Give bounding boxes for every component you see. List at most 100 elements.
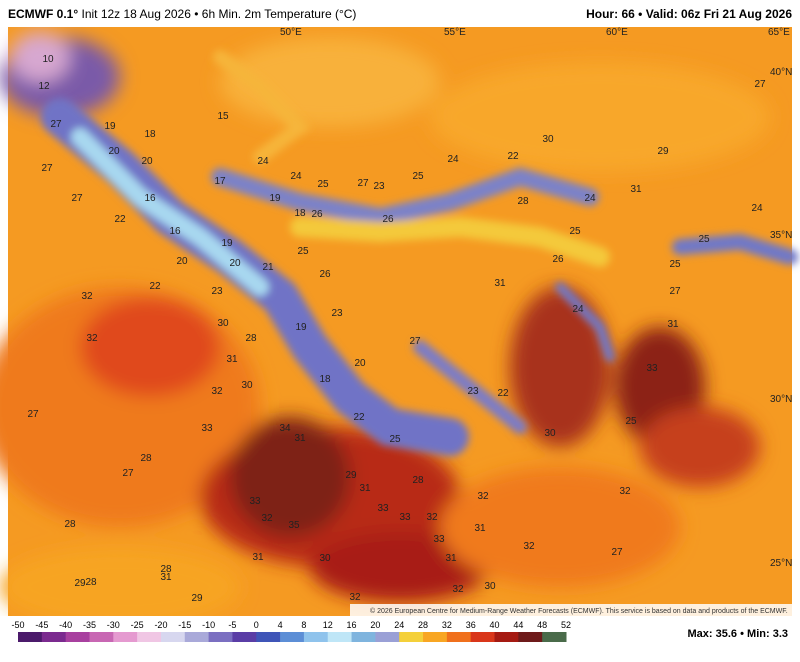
colorbar-tick: -10 (202, 620, 215, 630)
temperature-label: 23 (467, 386, 479, 397)
graticule-label: 25°N (770, 558, 792, 569)
cold-mountains (41, 50, 798, 456)
temperature-label: 35 (288, 520, 300, 531)
temperature-label: 32 (426, 512, 438, 523)
separator: • (740, 628, 744, 640)
temperature-label: 33 (646, 363, 658, 374)
temperature-label: 32 (211, 386, 223, 397)
temperature-label: 32 (81, 291, 93, 302)
temperature-label: 27 (357, 178, 369, 189)
colorbar-swatch (160, 632, 186, 642)
temperature-label: 18 (144, 129, 156, 140)
colorbar-swatch (65, 632, 90, 642)
map: 50°E 55°E 60°E 65°E 40°N 35°N 30°N 25°N 10 12 27 1… (0, 27, 798, 616)
colorbar-swatch (494, 632, 519, 642)
colorbar-swatch (446, 632, 472, 642)
temperature-label: 25 (569, 226, 581, 237)
colorbar-tick: -35 (83, 620, 96, 630)
temperature-field (0, 32, 770, 616)
temperature-label: 26 (382, 214, 394, 225)
max-label: Max: (687, 628, 713, 640)
graticule: 50°E 55°E 60°E 65°E 40°N 35°N 30°N 25°N (280, 27, 792, 569)
temperature-label: 33 (399, 512, 411, 523)
temperature-label: 32 (452, 584, 464, 595)
model: ECMWF 0.1° (8, 7, 79, 21)
temperature-label: 27 (50, 119, 62, 130)
temperature-label: 27 (122, 468, 134, 479)
temperature-label: 31 (160, 572, 172, 583)
colorbar-tick: 52 (561, 620, 571, 630)
temperature-label: 28 (140, 453, 152, 464)
temperature-label: 27 (27, 409, 39, 420)
temperature-label: 24 (447, 154, 459, 165)
temperature-label: 27 (669, 286, 681, 297)
temperature-label: 20 (229, 258, 241, 269)
temperature-label: 33 (377, 503, 389, 514)
valid-label: Valid: (645, 7, 678, 21)
temperature-label: 26 (552, 254, 564, 265)
temperature-label: 22 (149, 281, 161, 292)
colorbar-swatch (256, 632, 281, 642)
temperature-label: 21 (262, 262, 274, 273)
temperature-label: 31 (667, 319, 679, 330)
colorbar-swatch (303, 632, 329, 642)
temperature-label: 32 (86, 333, 98, 344)
temperature-label: 30 (319, 553, 331, 564)
separator: • (638, 7, 643, 21)
temperature-label: 20 (354, 358, 366, 369)
temperature-label: 32 (523, 541, 535, 552)
colorbar-swatch (280, 632, 305, 642)
temperature-label: 32 (261, 513, 273, 524)
temperature-label: 25 (698, 234, 710, 245)
temperature-label: 31 (445, 553, 457, 564)
temperature-label: 28 (85, 577, 97, 588)
temperature-label: 16 (144, 193, 156, 204)
temperature-label: 22 (507, 151, 519, 162)
colorbar-tick: 36 (466, 620, 476, 630)
temperature-label: 24 (751, 203, 763, 214)
temperature-label: 26 (319, 269, 331, 280)
temperature-label: 32 (619, 486, 631, 497)
temperature-label: 24 (290, 171, 302, 182)
temperature-label: 23 (373, 181, 385, 192)
colorbar-tick: -25 (131, 620, 144, 630)
temperature-label: 27 (41, 163, 53, 174)
colorbar-swatch (113, 632, 138, 642)
temperature-label: 25 (412, 171, 424, 182)
colorbar-tick: 16 (347, 620, 357, 630)
colorbar-swatch (232, 632, 257, 642)
temperature-label: 33 (201, 423, 213, 434)
temperature-label: 25 (669, 259, 681, 270)
temperature-label: 25 (317, 179, 329, 190)
temperature-label: 34 (279, 423, 291, 434)
colorbar-swatch (18, 632, 43, 642)
temperature-label: 19 (104, 121, 116, 132)
temperature-label: 31 (252, 552, 264, 563)
graticule-label: 55°E (444, 27, 466, 38)
colorbar-swatch (89, 632, 114, 642)
temperature-label: 31 (226, 354, 238, 365)
graticule-label: 60°E (606, 27, 628, 38)
colorbar-swatch (184, 632, 210, 642)
temperature-label: 30 (484, 581, 496, 592)
colorbar-tick: 40 (490, 620, 500, 630)
temperature-label: 20 (108, 146, 120, 157)
temperature-label: 27 (754, 79, 766, 90)
header-left: ECMWF 0.1° Init 12z 18 Aug 2026 • 6h Min… (8, 7, 356, 21)
colorbar-swatch (208, 632, 233, 642)
colorbar-tick: -40 (59, 620, 72, 630)
colorbar-tick: 48 (537, 620, 547, 630)
temperature-label: 31 (474, 523, 486, 534)
temperature-label: 24 (257, 156, 269, 167)
temperature-label: 16 (169, 226, 181, 237)
hour: 66 (621, 7, 635, 21)
temperature-label: 28 (160, 564, 172, 575)
temperature-label: 29 (657, 146, 669, 157)
temperature-label: 27 (611, 547, 623, 558)
colorbar-swatch (351, 632, 376, 642)
hour-label: Hour: (586, 7, 619, 21)
graticule-label: 65°E (768, 27, 790, 38)
temperature-label: 26 (311, 209, 323, 220)
